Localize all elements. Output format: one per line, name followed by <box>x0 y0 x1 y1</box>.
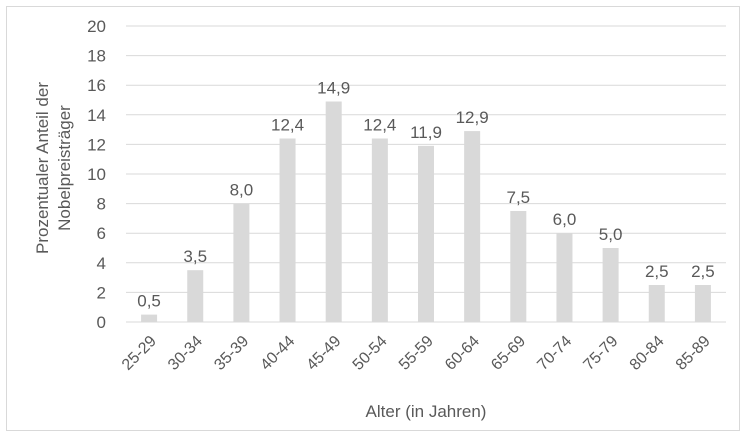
x-tick-label-65-69: 65-69 <box>488 333 529 374</box>
data-label-75-79: 5,0 <box>599 225 623 244</box>
bar-50-54 <box>371 138 388 322</box>
y-axis-tick-labels: 0 2 4 6 8 10 12 14 16 18 20 <box>87 17 106 332</box>
y-tick-label: 4 <box>97 254 106 273</box>
data-labels: 0,5 3,5 8,0 12,4 14,9 12,4 11,9 12,9 7,5 6,0 5,0 2,… <box>137 78 714 310</box>
bar-75-79 <box>602 248 619 322</box>
y-tick-label: 20 <box>87 17 106 36</box>
data-label-40-44: 12,4 <box>271 115 304 134</box>
data-label-60-64: 12,9 <box>456 108 489 127</box>
x-tick-label-60-64: 60-64 <box>442 333 483 374</box>
y-tick-label: 2 <box>97 283 106 302</box>
bar-35-39 <box>233 203 250 322</box>
bar-80-84 <box>648 285 665 322</box>
y-tick-label: 18 <box>87 47 106 66</box>
y-tick-label: 0 <box>97 313 106 332</box>
x-tick-label-25-29: 25-29 <box>119 333 160 374</box>
data-label-55-59: 11,9 <box>410 123 442 142</box>
data-label-50-54: 12,4 <box>363 115 396 134</box>
y-tick-label: 14 <box>87 106 106 125</box>
bar-70-74 <box>556 233 573 322</box>
bar-30-34 <box>187 270 204 322</box>
x-tick-label-30-34: 30-34 <box>165 333 206 374</box>
x-tick-label-35-39: 35-39 <box>211 333 252 374</box>
y-tick-label: 12 <box>87 135 106 154</box>
x-tick-label-40-44: 40-44 <box>257 333 298 374</box>
x-tick-label-50-54: 50-54 <box>350 333 391 374</box>
y-tick-label: 10 <box>87 165 106 184</box>
x-axis-tick-labels: 25-29 30-34 35-39 40-44 45-49 50-54 55-59 60-64… <box>119 333 714 374</box>
x-tick-label-55-59: 55-59 <box>396 333 437 374</box>
bar-85-89 <box>694 285 711 322</box>
y-axis-title-line-2: Nobelpreisträger <box>55 105 74 231</box>
data-label-30-34: 3,5 <box>183 247 207 266</box>
bar-55-59 <box>418 145 434 322</box>
data-label-80-84: 2,5 <box>645 262 669 281</box>
y-tick-label: 16 <box>87 76 106 95</box>
x-tick-label-85-89: 85-89 <box>673 333 714 374</box>
x-tick-label-45-49: 45-49 <box>304 333 345 374</box>
data-label-65-69: 7,5 <box>506 188 530 207</box>
y-tick-label: 6 <box>97 224 106 243</box>
y-tick-label: 8 <box>97 195 106 214</box>
data-label-45-49: 14,9 <box>317 78 350 97</box>
bar-25-29 <box>141 314 158 322</box>
x-tick-label-80-84: 80-84 <box>627 333 668 374</box>
bar-40-44 <box>279 138 296 322</box>
data-label-35-39: 8,0 <box>230 181 254 200</box>
x-tick-label-75-79: 75-79 <box>580 333 621 374</box>
x-tick-label-70-74: 70-74 <box>534 333 575 374</box>
data-label-25-29: 0,5 <box>137 292 161 311</box>
data-label-70-74: 6,0 <box>553 210 577 229</box>
bar-45-49 <box>325 101 342 322</box>
bars <box>141 101 711 322</box>
bar-65-69 <box>510 211 527 322</box>
y-axis-title-line-1: Prozentualer Anteil der <box>33 82 52 254</box>
y-axis-title: Prozentualer Anteil der Nobelpreisträger <box>33 82 74 254</box>
data-label-85-89: 2,5 <box>691 262 715 281</box>
bar-60-64 <box>464 131 481 322</box>
x-axis-title: Alter (in Jahren) <box>366 402 487 421</box>
gridlines <box>126 25 726 323</box>
